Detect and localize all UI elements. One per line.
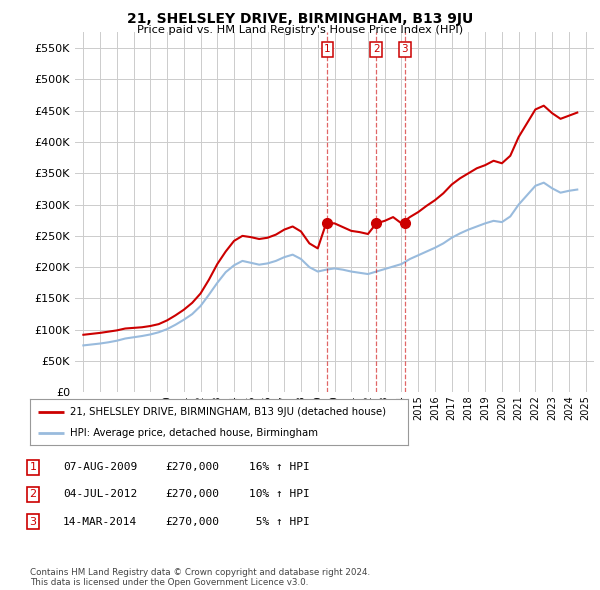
Text: Price paid vs. HM Land Registry's House Price Index (HPI): Price paid vs. HM Land Registry's House … [137,25,463,35]
Text: 3: 3 [401,44,408,54]
Text: 04-JUL-2012: 04-JUL-2012 [63,490,137,499]
Text: 21, SHELSLEY DRIVE, BIRMINGHAM, B13 9JU: 21, SHELSLEY DRIVE, BIRMINGHAM, B13 9JU [127,12,473,26]
Text: £270,000: £270,000 [165,517,219,526]
Text: Contains HM Land Registry data © Crown copyright and database right 2024.
This d: Contains HM Land Registry data © Crown c… [30,568,370,587]
Text: £270,000: £270,000 [165,490,219,499]
Text: 10% ↑ HPI: 10% ↑ HPI [249,490,310,499]
Text: 14-MAR-2014: 14-MAR-2014 [63,517,137,526]
Text: £270,000: £270,000 [165,463,219,472]
Text: 2: 2 [29,490,37,499]
Text: HPI: Average price, detached house, Birmingham: HPI: Average price, detached house, Birm… [70,428,317,438]
Text: 1: 1 [324,44,331,54]
Text: 5% ↑ HPI: 5% ↑ HPI [249,517,310,526]
Text: 3: 3 [29,517,37,526]
Text: 07-AUG-2009: 07-AUG-2009 [63,463,137,472]
Text: 1: 1 [29,463,37,472]
Text: 2: 2 [373,44,380,54]
Text: 21, SHELSLEY DRIVE, BIRMINGHAM, B13 9JU (detached house): 21, SHELSLEY DRIVE, BIRMINGHAM, B13 9JU … [70,407,386,417]
Text: 16% ↑ HPI: 16% ↑ HPI [249,463,310,472]
